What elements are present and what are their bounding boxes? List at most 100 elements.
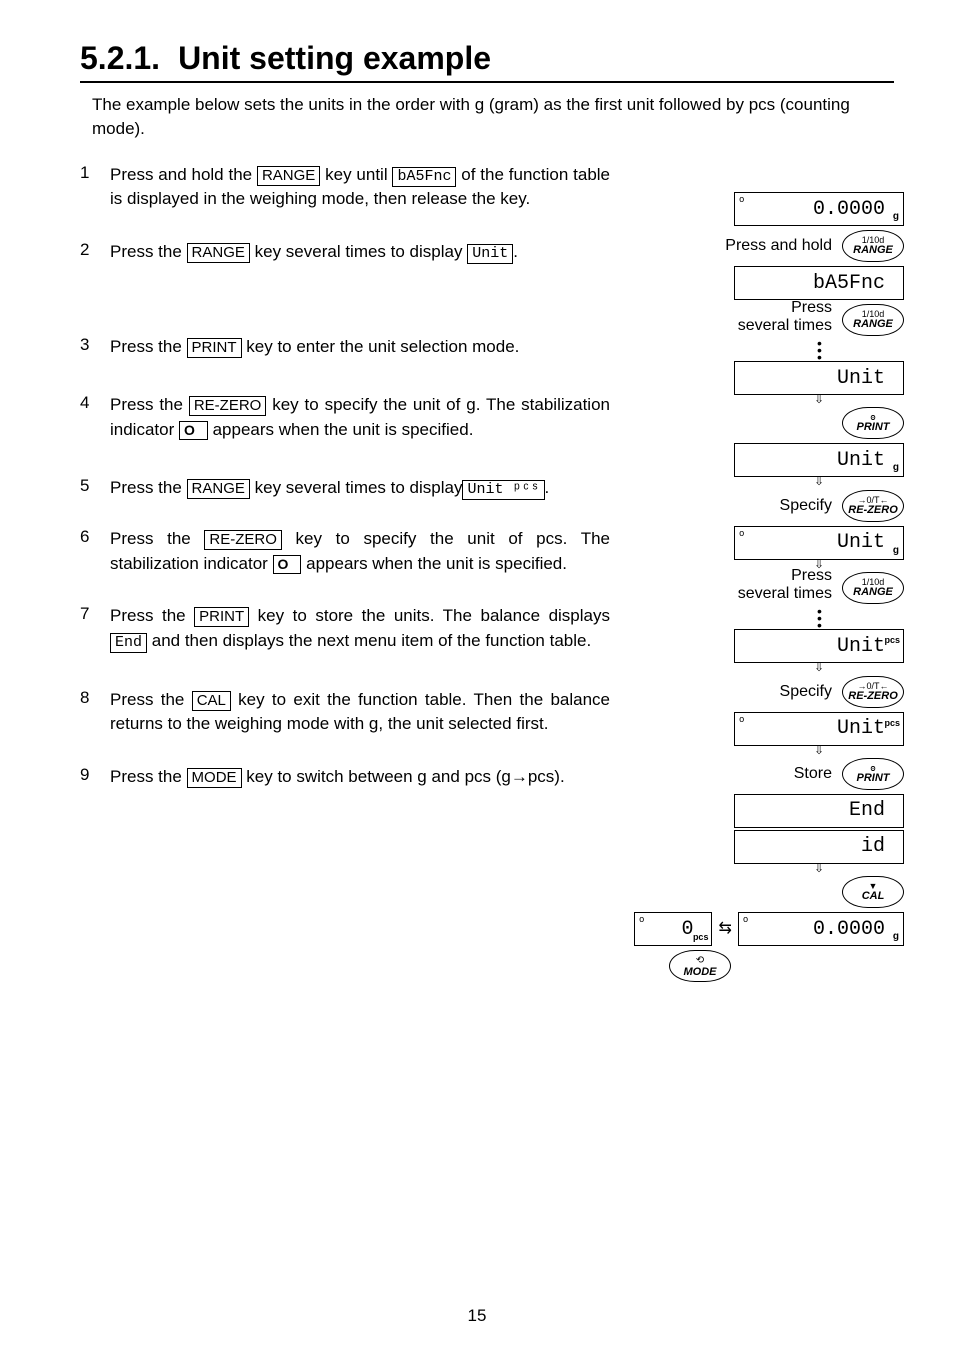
steps-list: 1 Press and hold the RANGE key until bA5… <box>80 163 610 790</box>
intro-text: The example below sets the units in the … <box>92 93 894 141</box>
step-body: Press the CAL key to exit the function t… <box>110 688 610 737</box>
heading-title: Unit setting example <box>178 40 491 77</box>
btn-rezero-2: Specify →0/T← RE-ZERO <box>734 672 904 712</box>
lcd-id: id <box>734 830 904 864</box>
step-num: 9 <box>80 765 110 790</box>
key-print: PRINT <box>194 607 249 627</box>
label-press-several: Press several times <box>738 299 832 334</box>
step-num: 6 <box>80 527 110 576</box>
step-3: 3 Press the PRINT key to enter the unit … <box>80 335 610 360</box>
key-range: RANGE <box>257 166 320 186</box>
lcd-unit-dot-pcs: o Unit pcs <box>734 712 904 746</box>
page-number: 15 <box>0 1306 954 1326</box>
seg-end: End <box>110 633 147 653</box>
stable-dot: o <box>739 195 744 205</box>
label-store: Store <box>702 765 832 783</box>
indicator-o: O <box>273 555 302 574</box>
step-num: 8 <box>80 688 110 737</box>
key-rezero: RE-ZERO <box>189 396 267 416</box>
key-print: PRINT <box>187 338 242 358</box>
unit-pcs: pcs <box>693 932 709 942</box>
lcd-basfnc: bA5Fnc <box>734 266 904 300</box>
arrow-down-icon: ⇩ <box>734 663 904 671</box>
key-rezero: RE-ZERO <box>204 530 282 550</box>
range-button-icon: 1/10d RANGE <box>842 304 904 336</box>
rezero-button-icon: →0/T← RE-ZERO <box>842 676 904 708</box>
lcd-0-pcs: o 0 pcs <box>634 912 712 946</box>
unit-g: g <box>893 931 899 942</box>
step-body: Press the RANGE key several times to dis… <box>110 476 549 501</box>
label-press-hold: Press and hold <box>702 237 832 255</box>
heading-number: 5.2.1. <box>80 40 160 77</box>
step-body: Press the PRINT key to enter the unit se… <box>110 335 519 360</box>
step-body: Press the MODE key to switch between g a… <box>110 765 565 790</box>
btn-range-3: Press several times 1/10d RANGE <box>734 568 904 608</box>
rezero-button-icon: →0/T← RE-ZERO <box>842 490 904 522</box>
dots-icon: ••• <box>734 608 904 629</box>
btn-mode: ⟲ MODE <box>660 950 740 982</box>
step-5: 5 Press the RANGE key several times to d… <box>80 476 610 501</box>
swap-icon: ⇆ <box>718 923 731 936</box>
step-4: 4 Press the RE-ZERO key to specify the u… <box>80 393 610 442</box>
lcd-end: End <box>734 794 904 828</box>
flowchart: o 0.0000 g Press and hold 1/10d RANGE bA… <box>634 192 904 982</box>
step-num: 4 <box>80 393 110 442</box>
step-1: 1 Press and hold the RANGE key until bA5… <box>80 163 610 212</box>
unit-pcs: pcs <box>884 635 900 645</box>
stable-dot: o <box>739 715 744 725</box>
arrow-down-icon: ⇩ <box>734 864 904 872</box>
label-press-several: Press several times <box>738 567 832 602</box>
arrow-down-icon: ⇩ <box>734 395 904 403</box>
unit-pcs: pcs <box>884 718 900 728</box>
lcd-unit-pcs: Unit pcs <box>734 629 904 663</box>
step-9: 9 Press the MODE key to switch between g… <box>80 765 610 790</box>
unit-g: g <box>893 462 899 473</box>
step-body: Press the RE-ZERO key to specify the uni… <box>110 393 610 442</box>
stable-dot: o <box>739 529 744 539</box>
range-button-icon: 1/10d RANGE <box>842 230 904 262</box>
print-button-icon: ꙩ PRINT <box>842 407 904 439</box>
stable-dot: o <box>639 915 644 925</box>
lcd-unit: Unit <box>734 361 904 395</box>
lcd-unit-dot-g: o Unit g <box>734 526 904 560</box>
key-cal: CAL <box>192 691 231 711</box>
step-7: 7 Press the PRINT key to store the units… <box>80 604 610 653</box>
indicator-o: O <box>179 421 208 440</box>
lcd-unit-g: Unit g <box>734 443 904 477</box>
label-specify: Specify <box>702 497 832 515</box>
step-body: Press the RANGE key several times to dis… <box>110 240 518 265</box>
step-6: 6 Press the RE-ZERO key to specify the u… <box>80 527 610 576</box>
arrow-down-icon: ⇩ <box>734 477 904 485</box>
step-num: 2 <box>80 240 110 265</box>
lcd-00000: o 0.0000 g <box>734 192 904 226</box>
step-body: Press the RE-ZERO key to specify the uni… <box>110 527 610 576</box>
btn-print-2: Store ꙩ PRINT <box>734 754 904 794</box>
btn-rezero-1: Specify →0/T← RE-ZERO <box>734 486 904 526</box>
seg-unit-pcs: Unit ᵖᶜˢ <box>462 480 544 500</box>
step-num: 3 <box>80 335 110 360</box>
btn-range-2: Press several times 1/10d RANGE <box>734 300 904 340</box>
arrow-down-icon: ⇩ <box>734 746 904 754</box>
label-specify: Specify <box>702 683 832 701</box>
step-num: 5 <box>80 476 110 501</box>
step-body: Press and hold the RANGE key until bA5Fn… <box>110 163 610 212</box>
step-num: 1 <box>80 163 110 212</box>
print-button-icon: ꙩ PRINT <box>842 758 904 790</box>
section-heading: 5.2.1. Unit setting example <box>80 40 894 83</box>
btn-cal: ▼ CAL <box>734 872 904 912</box>
mode-button-icon: ⟲ MODE <box>669 950 731 982</box>
key-range: RANGE <box>187 479 250 499</box>
step-body: Press the PRINT key to store the units. … <box>110 604 610 653</box>
unit-g: g <box>893 211 899 222</box>
seg-unit: Unit <box>467 244 513 264</box>
dots-icon: ••• <box>734 340 904 361</box>
lcd-00000-final: o 0.0000 g <box>738 912 904 946</box>
stable-dot: o <box>743 915 748 925</box>
key-range: RANGE <box>187 243 250 263</box>
step-8: 8 Press the CAL key to exit the function… <box>80 688 610 737</box>
step-num: 7 <box>80 604 110 653</box>
step-2: 2 Press the RANGE key several times to d… <box>80 240 610 265</box>
key-mode: MODE <box>187 768 242 788</box>
btn-range-1: Press and hold 1/10d RANGE <box>734 226 904 266</box>
cal-button-icon: ▼ CAL <box>842 876 904 908</box>
